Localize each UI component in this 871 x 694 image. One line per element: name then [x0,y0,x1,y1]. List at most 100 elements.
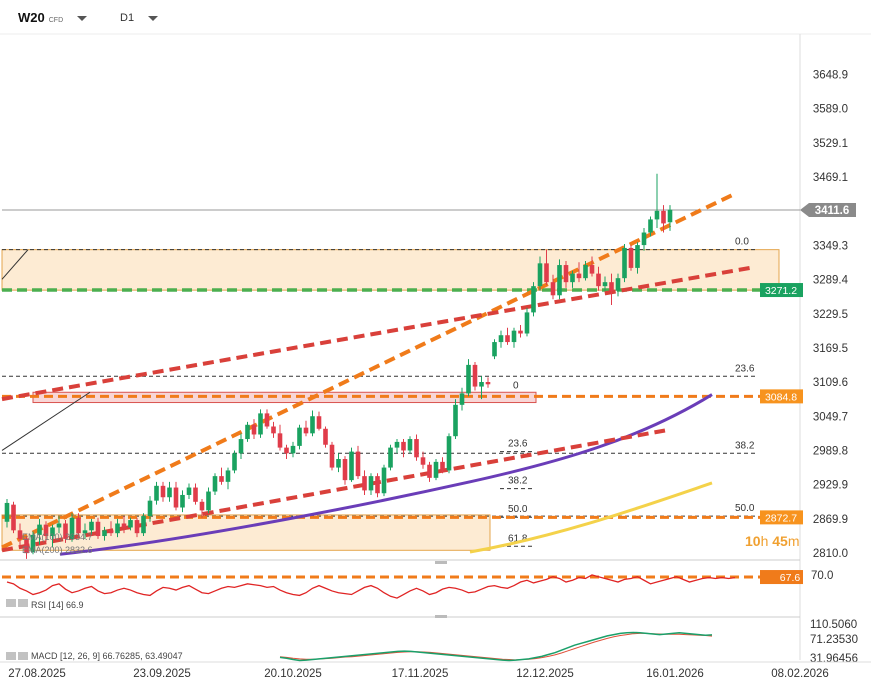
candle-body [492,342,497,357]
candle [134,517,140,538]
candle-body [134,520,140,534]
candle [661,205,666,233]
symbol-selector[interactable]: W20 CFD [18,10,88,25]
candle [635,242,640,274]
candle [82,523,88,539]
symbol-suffix: CFD [48,17,64,24]
candle-body [615,278,621,291]
candle [316,411,322,431]
candle-body [550,282,556,296]
candle [297,424,302,450]
x-tick-label: 23.09.2025 [133,668,191,680]
x-tick-label: 08.02.2026 [771,668,829,680]
rsi-level-tag-bg [760,570,803,585]
candle-body [544,263,549,283]
trend-line-thin [1,391,91,451]
candle-body [76,517,81,534]
candle-body [433,461,439,478]
pane-menu-icon [18,652,28,660]
macd-tick-label: 31.96456 [810,653,858,665]
y-tick-label: 3648.9 [813,70,848,82]
candle-body [206,491,211,511]
candle [69,513,75,542]
candle [186,483,192,499]
candle-body [37,524,42,535]
candle-body [609,282,614,291]
rsi-level-tag: 67.6 [780,572,801,584]
candle [206,487,211,514]
price-level-tag: 2872.7 [765,512,797,524]
candle [271,421,276,438]
countdown-timer: 10h 45m [745,533,800,549]
candle-body [4,502,10,522]
candle-body [115,523,120,534]
candle-body [82,530,88,534]
candle [258,409,263,438]
candle-body [141,516,146,534]
candle-body [459,393,465,405]
candle [622,243,627,283]
candle [453,399,458,440]
candle [375,473,380,498]
candle [596,266,601,291]
candle [323,426,328,448]
y-tick-label: 3349.3 [813,240,848,252]
candle [30,531,36,555]
orange-trend-line [1,191,736,550]
candle-body [440,461,445,471]
candle-body [388,447,393,468]
candle [362,470,367,495]
price-level-tag: 3271.2 [765,285,797,297]
candle [50,524,55,548]
candle-body [251,424,257,435]
candle [479,376,484,400]
trend-line-thin [1,249,29,280]
candle [167,481,172,502]
y-tick-label: 3229.5 [813,309,848,321]
candle-body [446,436,452,471]
candle-body [245,424,250,440]
candle [544,249,549,286]
candle-body [596,273,601,287]
candle-body [128,520,133,528]
candle [225,467,231,490]
candle [576,262,582,283]
candle [583,261,588,281]
candle-body [199,501,205,511]
candle [108,521,114,537]
candle [147,496,153,522]
candle [427,461,432,482]
candle-body [219,476,224,482]
x-tick-label: 17.11.2025 [392,668,449,680]
macd-tick-label: 110.5060 [810,619,857,631]
candle-body [583,265,588,279]
fib-level-label: 38.2 [508,476,528,487]
candle-body [232,453,237,471]
candle-body [511,330,517,343]
candle-body [654,210,660,220]
fib-level-label: 50.0 [508,504,528,515]
timeframe-selector[interactable]: D1 [120,12,159,24]
chevron-down-icon [77,16,88,22]
candle-body [524,312,530,334]
candle-body [589,265,595,274]
candle [212,473,218,495]
candle [563,261,569,288]
candle [407,436,413,454]
candle-body [557,265,562,296]
candle [440,457,445,474]
candle-body [264,413,270,427]
candle [180,490,185,513]
candle [95,517,101,539]
candle [154,481,159,505]
candle [128,517,133,531]
candle-body [498,335,504,343]
candle-body [89,521,94,531]
candle-body [147,500,153,517]
red-trend-line [1,265,751,402]
candle [102,526,107,541]
candle-body [576,273,582,279]
y-tick-label: 3469.1 [813,172,848,184]
